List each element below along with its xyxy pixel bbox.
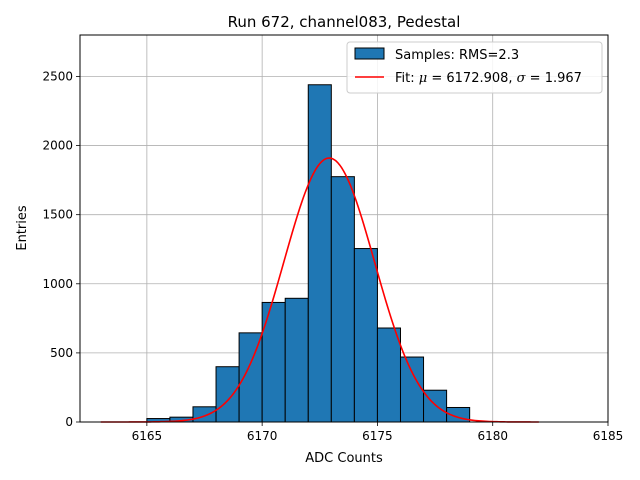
legend-mu-value: = 6172.908, — [427, 71, 516, 86]
legend-hist-swatch — [354, 47, 385, 60]
x-tick-label: 6180 — [477, 429, 508, 443]
legend-box — [346, 41, 603, 94]
x-tick-label: 6165 — [132, 429, 163, 443]
histogram-bar — [261, 301, 286, 423]
legend-fit-label: Fit: μ = 6172.908, σ = 1.967 — [395, 71, 582, 86]
x-tick-label: 6170 — [247, 429, 278, 443]
chart-title: Run 672, channel083, Pedestal — [228, 13, 461, 31]
y-axis-label: Entries — [15, 205, 30, 251]
y-tick-label: 1000 — [42, 277, 73, 291]
histogram-bar — [192, 406, 217, 423]
y-tick-label: 500 — [50, 346, 73, 360]
histogram-bar — [284, 297, 309, 423]
legend-sigma-symbol: σ — [517, 71, 527, 86]
fit-curve-group — [100, 157, 539, 423]
histogram-bar — [238, 332, 263, 423]
y-tick-label: 2000 — [42, 139, 73, 153]
legend-fit-prefix: Fit: — [395, 71, 419, 86]
legend-sigma-value: = 1.967 — [526, 71, 582, 86]
x-tick-label: 6175 — [362, 429, 393, 443]
y-tick-label: 0 — [65, 415, 73, 429]
y-tick-label: 1500 — [42, 208, 73, 222]
histogram-bar — [307, 84, 332, 423]
histogram-bars — [146, 84, 471, 423]
axis-ticks: 6165 6170 6175 6180 6185 0 500 1000 1500 2000 2500 — [42, 69, 623, 443]
histogram-bar — [330, 176, 355, 423]
x-axis-label: ADC Counts — [305, 451, 383, 466]
legend-hist-label: Samples: RMS=2.3 — [395, 48, 519, 63]
plot-frame — [79, 34, 609, 423]
y-tick-label: 2500 — [42, 69, 73, 83]
histogram-bar — [353, 248, 378, 423]
legend-mu-symbol: μ — [419, 71, 427, 86]
histogram-bar — [399, 356, 425, 423]
fit-curve — [100, 157, 539, 423]
legend: Samples: RMS=2.3 Fit: μ = 6172.908, σ = … — [346, 41, 603, 94]
histogram-bar — [215, 366, 240, 423]
histogram-bar — [376, 327, 401, 423]
x-tick-label: 6185 — [593, 429, 624, 443]
